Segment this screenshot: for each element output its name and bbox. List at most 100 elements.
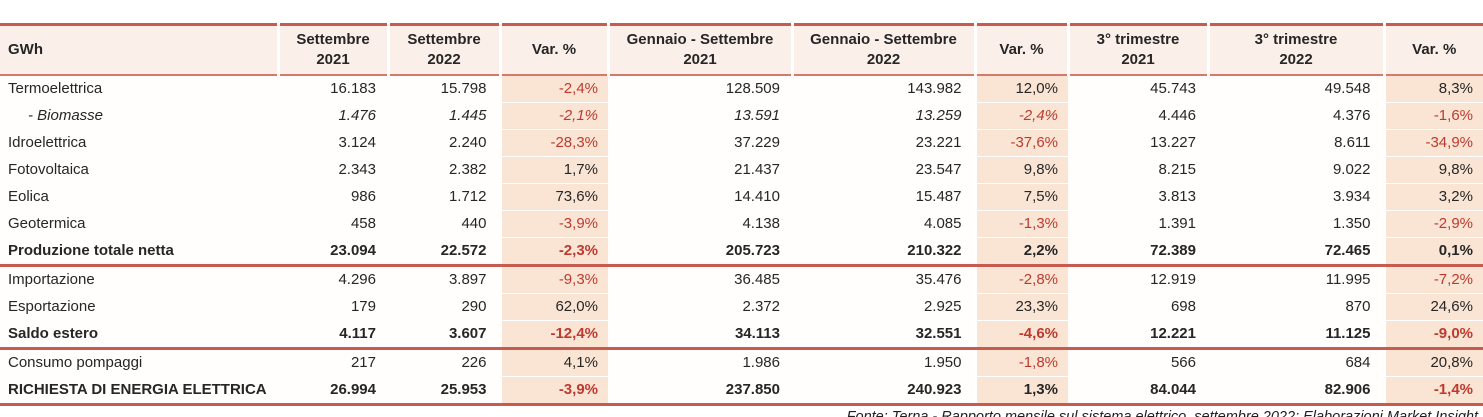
variation-cell: 23,3% — [973, 293, 1068, 321]
table-row: Esportazione 179 290 62,0% 2.372 2.925 23,3% 69… — [0, 293, 1483, 321]
value-cell: 1.950 — [792, 348, 975, 377]
table-row: Geotermica 458 440 -3,9% 4.138 4.085 -1,3% 1.39… — [0, 210, 1483, 238]
table-row: Termoelettrica 16.183 15.798 -2,4% 128.509 14… — [0, 75, 1483, 103]
variation-cell: -2,9% — [1382, 210, 1483, 238]
value-cell: 226 — [388, 348, 500, 377]
row-label: Fotovoltaica — [0, 156, 278, 184]
variation-cell: 20,8% — [1382, 348, 1483, 377]
value-cell: 4.376 — [1208, 102, 1384, 130]
column-header-line2: 2021 — [683, 51, 717, 68]
variation-cell: -2,4% — [498, 75, 608, 103]
variation-cell: -1,8% — [973, 348, 1068, 377]
table-row: Importazione 4.296 3.897 -9,3% 36.485 35.476-… — [0, 265, 1483, 294]
value-cell: 2.372 — [608, 293, 792, 321]
value-cell: 13.591 — [608, 102, 792, 130]
value-cell: 2.240 — [388, 129, 500, 157]
value-cell: 870 — [1208, 293, 1384, 321]
column-header-sep21: Settembre 2021 — [276, 24, 388, 76]
variation-cell: -1,6% — [1382, 102, 1483, 130]
variation-cell: -1,3% — [973, 210, 1068, 238]
variation-cell: 24,6% — [1382, 293, 1483, 321]
value-cell: 22.572 — [388, 237, 500, 267]
value-cell: 3.813 — [1068, 183, 1208, 211]
value-cell: 128.509 — [608, 75, 792, 103]
variation-cell: 9,8% — [973, 156, 1068, 184]
variation-cell: -2,1% — [498, 102, 608, 130]
variation-cell: 0,1% — [1382, 237, 1483, 267]
row-label: RICHIESTA DI ENERGIA ELETTRICA — [0, 376, 278, 406]
variation-cell: -37,6% — [973, 129, 1068, 157]
value-cell: 23.221 — [792, 129, 975, 157]
table-row: - Biomasse 1.476 1.445 -2,1% 13.591 13.259 -2,… — [0, 102, 1483, 130]
value-cell: 2.382 — [388, 156, 500, 184]
column-header-var1: Var. % — [498, 24, 608, 76]
column-header-line1: Var. % — [999, 41, 1044, 58]
value-cell: 12.919 — [1068, 265, 1208, 294]
value-cell: 205.723 — [608, 237, 792, 267]
value-cell: 4.296 — [278, 265, 388, 294]
variation-cell: 9,8% — [1382, 156, 1483, 184]
table-row: Eolica 986 1.712 73,6% 14.410 15.487 7,5% 3.813… — [0, 183, 1483, 211]
value-cell: 2.343 — [278, 156, 388, 184]
value-cell: 1.712 — [388, 183, 500, 211]
value-cell: 12.221 — [1068, 320, 1208, 350]
value-cell: 4.085 — [792, 210, 975, 238]
variation-cell: 1,3% — [973, 376, 1068, 406]
value-cell: 23.094 — [278, 237, 388, 267]
value-cell: 84.044 — [1068, 376, 1208, 406]
value-cell: 143.982 — [792, 75, 975, 103]
source-note: Fonte: Terna - Rapporto mensile sul sist… — [846, 409, 1478, 417]
variation-cell: 62,0% — [498, 293, 608, 321]
row-label: Geotermica — [0, 210, 278, 238]
value-cell: 3.897 — [388, 265, 500, 294]
table-row: Produzione totale netta 23.094 22.572 -2,3%… — [0, 237, 1483, 267]
table-row: Saldo estero 4.117 3.607 -12,4% 34.113 32.551… — [0, 320, 1483, 350]
value-cell: 240.923 — [792, 376, 975, 406]
value-cell: 15.798 — [388, 75, 500, 103]
value-cell: 440 — [388, 210, 500, 238]
value-cell: 82.906 — [1208, 376, 1384, 406]
variation-cell: 7,5% — [973, 183, 1068, 211]
value-cell: 1.350 — [1208, 210, 1384, 238]
value-cell: 72.465 — [1208, 237, 1384, 267]
value-cell: 4.138 — [608, 210, 792, 238]
column-header-line2: 2022 — [427, 51, 461, 68]
header-row: GWh Settembre 2021 Settembre 2022 Var. % Genna… — [0, 24, 1483, 76]
row-label: Consumo pompaggi — [0, 348, 278, 377]
variation-cell: -12,4% — [498, 320, 608, 350]
variation-cell: -3,9% — [498, 210, 608, 238]
value-cell: 458 — [278, 210, 388, 238]
variation-cell: -2,4% — [973, 102, 1068, 130]
value-cell: 4.117 — [278, 320, 388, 350]
value-cell: 1.391 — [1068, 210, 1208, 238]
row-label: - Biomasse — [0, 102, 278, 130]
value-cell: 1.476 — [278, 102, 388, 130]
value-cell: 1.445 — [388, 102, 500, 130]
value-cell: 566 — [1068, 348, 1208, 377]
value-cell: 25.953 — [388, 376, 500, 406]
column-header-var3: Var. % — [1382, 24, 1483, 76]
row-label: Eolica — [0, 183, 278, 211]
variation-cell: -3,9% — [498, 376, 608, 406]
value-cell: 13.227 — [1068, 129, 1208, 157]
value-cell: 49.548 — [1208, 75, 1384, 103]
value-cell: 1.986 — [608, 348, 792, 377]
table-row: Fotovoltaica 2.343 2.382 1,7% 21.437 23.547 9,… — [0, 156, 1483, 184]
value-cell: 3.934 — [1208, 183, 1384, 211]
value-cell: 237.850 — [608, 376, 792, 406]
column-header-line1: Var. % — [1412, 41, 1457, 58]
column-header-line1: Var. % — [531, 41, 577, 58]
table-header: GWh Settembre 2021 Settembre 2022 Var. % Genna… — [0, 24, 1483, 76]
value-cell: 290 — [388, 293, 500, 321]
value-cell: 9.022 — [1208, 156, 1384, 184]
variation-cell: -28,3% — [498, 129, 608, 157]
table-body: Termoelettrica 16.183 15.798 -2,4% 128.509 14… — [0, 75, 1483, 406]
column-header-line2: 2022 — [866, 51, 901, 68]
column-header-line2: 2022 — [1279, 51, 1313, 68]
variation-cell: -34,9% — [1382, 129, 1483, 157]
value-cell: 4.446 — [1068, 102, 1208, 130]
column-header-tri22: 3° trimestre 2022 — [1206, 24, 1384, 76]
row-label: Termoelettrica — [0, 75, 278, 103]
variation-cell: 2,2% — [973, 237, 1068, 267]
